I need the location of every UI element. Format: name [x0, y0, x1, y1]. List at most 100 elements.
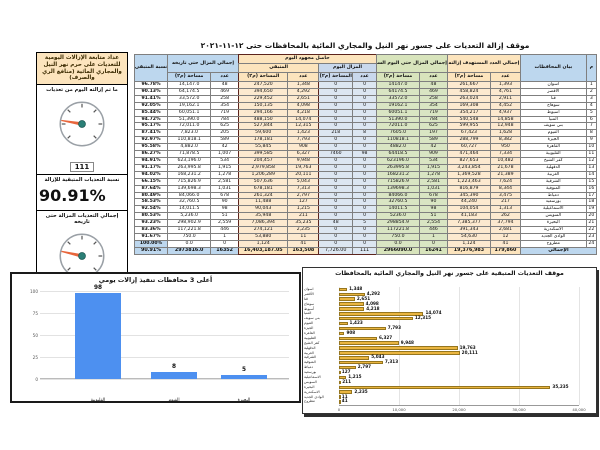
table-cell-td_cnt: 1,031	[210, 184, 240, 193]
table-cell-num: 15	[585, 177, 598, 186]
table-cell-prev_area: 7605.0	[375, 129, 421, 138]
table-cell-tgt_area: 599,955	[446, 122, 492, 131]
table-cell-rem_cnt: 14,074	[287, 115, 320, 124]
table-cell-td_cnt: 2,559	[210, 219, 240, 228]
table-cell-name: الاسماعيلية	[519, 205, 587, 214]
gridline	[459, 287, 460, 405]
table-cell-td_area: 32,760.5	[167, 198, 212, 207]
table-cell-today_cnt: 0	[352, 205, 377, 214]
table-cell-rem_cnt: 7,793	[287, 136, 320, 145]
unit-header-count: عدد	[419, 72, 448, 82]
top3-daily-removals-chart: أعلى 3 محافظات تنفيذ إزالات يومي 100 75 50…	[10, 272, 301, 403]
x-axis-category-label: الفيوم	[168, 398, 180, 403]
bar-value-label: 12,315	[414, 315, 432, 321]
table-cell-name: القليوبية	[519, 150, 587, 158]
bar	[339, 307, 365, 311]
table-cell-pct: 92.54%	[133, 205, 169, 214]
chart-title: موقف التعديات المتبقية على جسور نهر الني…	[335, 270, 564, 277]
table-cell-prev_cnt: 197	[419, 129, 448, 138]
chart-row-بورسعيد: بورسعيد 127	[304, 369, 579, 375]
table-cell-td_cnt: 98	[210, 205, 240, 214]
table-cell-name: الاسكندرية	[519, 226, 587, 234]
bar	[339, 341, 399, 345]
bar-value-label: 9,948	[400, 339, 414, 345]
table-cell-name: كفر الشيخ	[519, 156, 587, 165]
table-cell-td_area: 14,011.5	[167, 205, 212, 214]
table-cell-pct: 93.23%	[133, 219, 169, 228]
table-cell-today_cnt: 0	[352, 232, 377, 241]
table-cell-tgt_area: 354,217	[446, 108, 492, 117]
counter-panel-title: عداد متابعة الإزالات اليومية للتعديات عل…	[36, 52, 128, 86]
gridline	[40, 335, 289, 336]
table-cell-tgt_cnt: 217	[490, 198, 521, 207]
table-cell-td_cnt: 534	[210, 156, 240, 165]
table-cell-td_area: 4,882.0	[167, 143, 212, 152]
table-cell-name: السويس	[519, 212, 587, 221]
table-cell-today_area: 0	[318, 170, 354, 179]
y-axis-tick-label: 50	[32, 332, 38, 338]
bar-value-label: 908	[346, 330, 356, 336]
table-cell-today_area: 0	[318, 177, 354, 186]
bar	[339, 317, 413, 321]
bar-value-label: 1,348	[349, 286, 363, 291]
table-cell-td_area: 750.0	[167, 232, 212, 241]
todate-gauge-icon	[59, 233, 105, 279]
table-cell-tgt_cnt: 7,334	[490, 150, 521, 158]
bar	[339, 395, 341, 399]
category-label: البحيرة	[304, 384, 315, 389]
table-cell-rem_cnt: 2,651	[287, 94, 320, 103]
table-cell-tgt_area: 391,343	[446, 226, 492, 234]
table-cell-tgt_area: 104,054	[446, 205, 492, 214]
bar-الفيوم	[151, 371, 197, 379]
totals-cell-prev_cnt: 16241	[419, 246, 448, 255]
chart-row-الوادي الجديد: الوادي الجديد 11	[304, 394, 579, 400]
bar-القليوبية	[75, 292, 121, 379]
remaining-pct-box: نسبة التعديات المتبقية للإزالة 90.91%	[36, 175, 128, 212]
today-gauge-box: ما تم إزالته اليوم من تعديات 111	[36, 85, 128, 176]
table-cell-prev_area: 168231.2	[375, 170, 421, 179]
table-cell-num: 24	[585, 239, 598, 248]
bar	[339, 302, 364, 306]
table-cell-prev_cnt: 2,554	[419, 219, 448, 228]
x-axis-tick-label: 0	[337, 407, 341, 412]
y-axis-tick-label: 100	[30, 288, 38, 294]
table-row: 2 الأقصر 4,761 458,824 469 64174.5 0 0 4,292 394,…	[133, 87, 598, 96]
table-cell-rem_cnt: 1,348	[287, 81, 320, 89]
bar-value-label: 1,423	[349, 320, 363, 326]
table-cell-num: 18	[585, 198, 598, 207]
totals-cell-pct: 90.91%	[133, 246, 169, 255]
table-cell-today_cnt: 0	[352, 81, 377, 89]
table-cell-name: الأقصر	[519, 87, 587, 96]
table-cell-rem_area: 204,457	[238, 156, 289, 165]
table-cell-today_area: 0	[318, 198, 354, 207]
table-cell-td_cnt: 0	[210, 239, 240, 248]
table-cell-td_area: 71,878.5	[167, 150, 212, 158]
bar	[339, 390, 353, 394]
chart-row-الغربية: الغربية 20,111	[304, 350, 579, 356]
table-row: 15 الشرقية 7,624 1,223,463 2,581 715826.9 0 0 5,…	[133, 177, 598, 186]
table-cell-today_area: 0	[318, 184, 354, 193]
table-cell-td_cnt: 719	[210, 108, 240, 117]
table-cell-pct: 92.97%	[133, 136, 169, 145]
table-cell-prev_area: 110818.1	[375, 136, 421, 145]
table-cell-num: 9	[585, 136, 598, 145]
table-cell-today_area: 0	[318, 87, 354, 96]
unit-header-count: عدد	[490, 72, 521, 82]
table-cell-tgt_area: 345,390	[446, 191, 492, 200]
table-cell-rem_area: 527,844	[238, 122, 289, 131]
col-header-removed-today: المزال اليوم	[318, 63, 377, 73]
table-cell-tgt_cnt: 3,475	[490, 191, 521, 200]
table-cell-tgt_area: 288,799	[446, 136, 492, 145]
bar	[339, 351, 460, 355]
bar	[339, 385, 551, 389]
table-cell-pct: 86.27%	[133, 150, 169, 158]
table-cell-today_cnt: 0	[352, 226, 377, 234]
chart-row-البحيرة: البحيرة 35,235	[304, 384, 579, 390]
table-cell-prev_cnt: 1,031	[419, 184, 448, 193]
totals-cell-td_area: 2973816.0	[167, 246, 212, 255]
table-row: 13 الدقهلية 21,678 3,243,854 1,915 263995.8 0 0…	[133, 163, 598, 172]
table-cell-td_area: 0.0	[167, 239, 212, 248]
table-cell-today_cnt: 0	[352, 115, 377, 124]
chart-row-الفيوم: الفيوم 1,423	[304, 320, 579, 326]
bar-value-label: 211	[342, 378, 352, 384]
